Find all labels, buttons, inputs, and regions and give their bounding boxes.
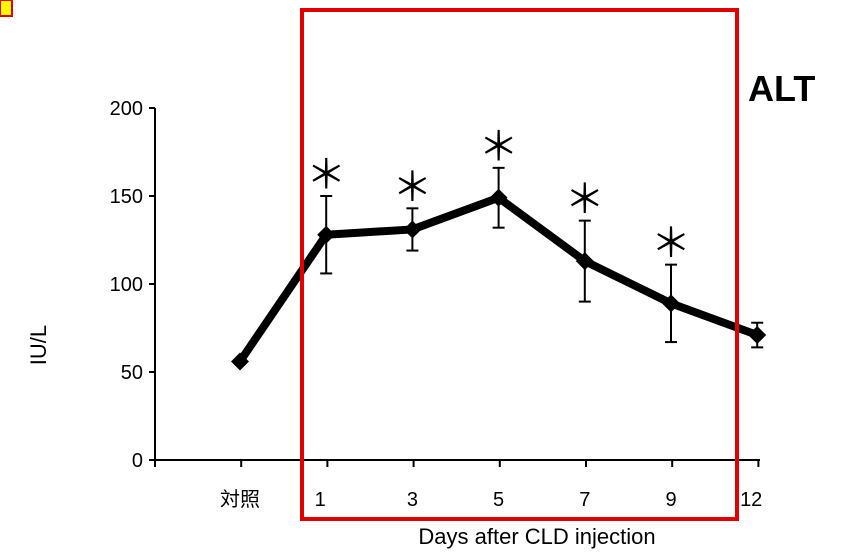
data-point: [317, 225, 336, 244]
x-category-label: 9: [665, 489, 676, 511]
significance-star: ＊: [479, 124, 519, 170]
data-point: [748, 326, 767, 345]
y-tick-label: 50: [121, 362, 143, 384]
y-tick-label: 200: [110, 98, 143, 120]
significance-star: ＊: [392, 164, 432, 210]
x-category-label: 対照: [220, 488, 260, 511]
significance-star: ＊: [651, 221, 691, 267]
y-tick-label: 150: [110, 186, 143, 208]
x-category-label: 3: [407, 489, 418, 511]
x-category-label: 7: [579, 489, 590, 511]
axes: [154, 108, 760, 461]
data-point: [231, 352, 249, 371]
significance-star: ＊: [306, 152, 346, 198]
data-point: [662, 294, 680, 313]
y-tick-label: 0: [132, 450, 143, 472]
data-point: [575, 252, 594, 271]
x-category-label: 12: [740, 489, 762, 511]
y-ticks: 0 50 100 150 200: [110, 98, 155, 472]
x-axis-title: Days after CLD injection: [418, 524, 655, 549]
y-axis-title: IU/L: [26, 325, 51, 365]
y-tick-label: 100: [110, 274, 143, 296]
significance-stars: ＊ ＊ ＊ ＊ ＊: [306, 124, 691, 267]
data-point: [489, 188, 508, 207]
data-point: [403, 220, 422, 239]
error-bars: [320, 166, 764, 349]
x-ticks: 対照 1 3 5 7 9 12: [154, 460, 762, 511]
significance-star: ＊: [565, 177, 605, 223]
corner-marker: [0, 0, 13, 17]
highlight-box: [300, 8, 739, 521]
series-group: [231, 188, 767, 371]
chart-title: ALT: [748, 68, 815, 109]
x-category-label: 5: [493, 489, 504, 511]
x-category-label: 1: [315, 489, 326, 511]
